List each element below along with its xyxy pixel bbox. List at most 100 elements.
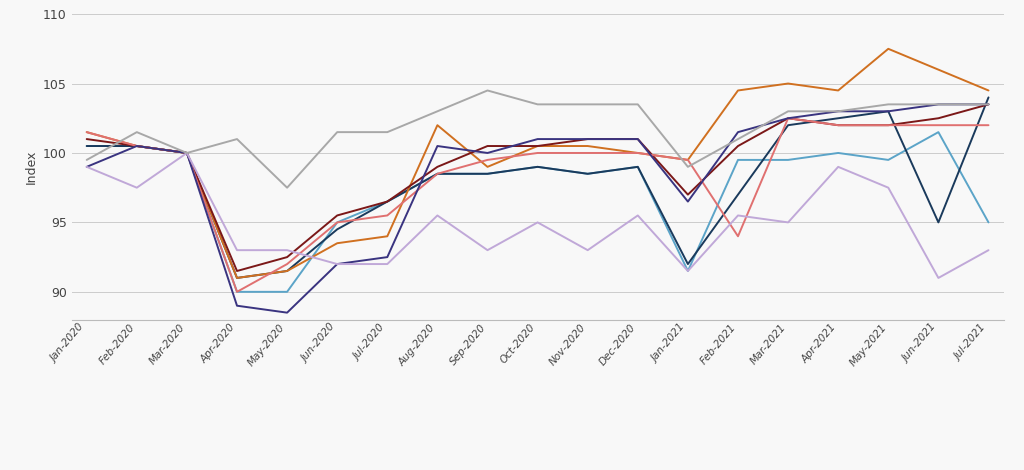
NT xyxy=(932,275,944,281)
WA xyxy=(982,122,994,128)
NT xyxy=(833,164,845,170)
WA xyxy=(632,150,644,156)
Tas xyxy=(582,136,594,142)
NSW xyxy=(882,157,894,163)
SA xyxy=(381,199,393,204)
Vic xyxy=(682,261,694,267)
SA xyxy=(331,212,343,218)
Line: ACT: ACT xyxy=(87,90,988,188)
Line: NSW: NSW xyxy=(87,132,988,292)
NT xyxy=(81,164,93,170)
Qld xyxy=(882,46,894,52)
Tas xyxy=(281,310,293,315)
Vic xyxy=(782,122,795,128)
NSW xyxy=(81,143,93,149)
WA xyxy=(932,122,944,128)
WA xyxy=(531,150,544,156)
NSW xyxy=(230,289,243,295)
SA xyxy=(230,268,243,274)
Tas xyxy=(381,254,393,260)
NSW xyxy=(531,164,544,170)
NT xyxy=(982,247,994,253)
NT xyxy=(230,247,243,253)
Tas xyxy=(882,109,894,114)
NT xyxy=(381,261,393,267)
WA xyxy=(381,212,393,218)
NT xyxy=(481,247,494,253)
Vic xyxy=(531,164,544,170)
WA xyxy=(882,122,894,128)
NT xyxy=(131,185,143,190)
Qld xyxy=(181,150,194,156)
Vic xyxy=(81,143,93,149)
ACT xyxy=(181,150,194,156)
Qld xyxy=(81,129,93,135)
Tas xyxy=(81,164,93,170)
NT xyxy=(732,212,744,218)
NT xyxy=(431,212,443,218)
Vic xyxy=(331,227,343,232)
NSW xyxy=(982,219,994,225)
ACT xyxy=(131,129,143,135)
Qld xyxy=(431,122,443,128)
NSW xyxy=(331,219,343,225)
ACT xyxy=(682,164,694,170)
SA xyxy=(582,136,594,142)
WA xyxy=(481,157,494,163)
Vic xyxy=(431,171,443,177)
Qld xyxy=(732,87,744,93)
SA xyxy=(531,143,544,149)
Vic xyxy=(982,94,994,100)
SA xyxy=(281,254,293,260)
WA xyxy=(833,122,845,128)
ACT xyxy=(531,102,544,107)
ACT xyxy=(582,102,594,107)
Vic xyxy=(833,116,845,121)
WA xyxy=(682,157,694,163)
SA xyxy=(682,192,694,197)
Qld xyxy=(932,67,944,72)
NSW xyxy=(281,289,293,295)
Qld xyxy=(682,157,694,163)
Tas xyxy=(431,143,443,149)
SA xyxy=(882,122,894,128)
Qld xyxy=(481,164,494,170)
NSW xyxy=(833,150,845,156)
Line: WA: WA xyxy=(87,118,988,292)
Tas xyxy=(782,116,795,121)
SA xyxy=(932,116,944,121)
Qld xyxy=(531,143,544,149)
Vic xyxy=(932,219,944,225)
Qld xyxy=(230,275,243,281)
SA xyxy=(632,136,644,142)
WA xyxy=(732,234,744,239)
SA xyxy=(131,143,143,149)
SA xyxy=(431,164,443,170)
SA xyxy=(181,150,194,156)
Vic xyxy=(632,164,644,170)
SA xyxy=(81,136,93,142)
ACT xyxy=(331,129,343,135)
Qld xyxy=(281,268,293,274)
Tas xyxy=(732,129,744,135)
ACT xyxy=(431,109,443,114)
Tas xyxy=(682,199,694,204)
WA xyxy=(431,171,443,177)
Tas xyxy=(632,136,644,142)
Vic xyxy=(181,150,194,156)
NT xyxy=(782,219,795,225)
Tas xyxy=(481,150,494,156)
ACT xyxy=(732,136,744,142)
Vic xyxy=(381,199,393,204)
Qld xyxy=(833,87,845,93)
Vic xyxy=(882,109,894,114)
WA xyxy=(281,261,293,267)
NT xyxy=(531,219,544,225)
Vic xyxy=(582,171,594,177)
NT xyxy=(682,268,694,274)
ACT xyxy=(982,102,994,107)
Qld xyxy=(582,143,594,149)
Qld xyxy=(782,81,795,86)
NSW xyxy=(782,157,795,163)
NSW xyxy=(431,171,443,177)
